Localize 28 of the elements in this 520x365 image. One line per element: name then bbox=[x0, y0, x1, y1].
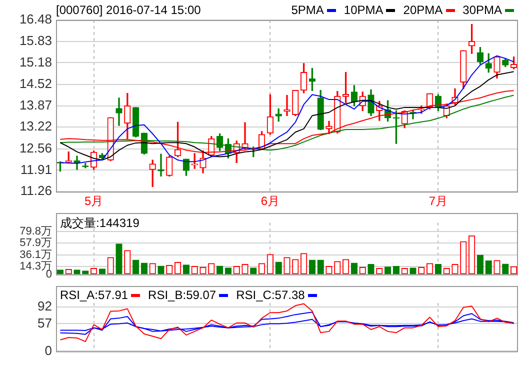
legend-label: 10PMA bbox=[344, 3, 384, 17]
y-tick-label: 11.26 bbox=[20, 183, 52, 198]
y-tick-label: 16.48 bbox=[19, 12, 52, 27]
y-tick-label: 57 bbox=[38, 315, 52, 330]
x-tick-label: 5月 bbox=[84, 194, 104, 208]
legend-label: 20PMA bbox=[403, 3, 443, 17]
y-tick-label: 36.1万 bbox=[20, 248, 52, 261]
y-tick-label: 92 bbox=[38, 298, 52, 314]
y-tick-label: 12.56 bbox=[19, 140, 52, 156]
y-tick-label: 13.87 bbox=[19, 97, 52, 112]
chart-title: 成交量:144319 bbox=[60, 215, 140, 232]
legend-label: 5PMA bbox=[291, 3, 324, 17]
legend-label: RSI_C:57.38 bbox=[236, 288, 305, 302]
legend-label: RSI_B:59.07 bbox=[148, 288, 216, 302]
y-tick-label: 79.8万 bbox=[20, 225, 52, 238]
y-tick-label: 15.18 bbox=[19, 54, 52, 70]
y-tick-label: 15.83 bbox=[19, 32, 52, 48]
y-tick-label: 14.52 bbox=[19, 76, 52, 92]
legend-label: RSI_A:57.91 bbox=[60, 288, 128, 302]
y-tick-label: 0 bbox=[44, 342, 52, 358]
x-tick-label: 7月 bbox=[428, 194, 448, 208]
y-tick-label: 57.9万 bbox=[20, 237, 52, 250]
chart-title: [000760] 2016-07-14 15:00 bbox=[56, 3, 201, 17]
y-tick-label: 13.22 bbox=[19, 118, 52, 134]
legend-label: 30PMA bbox=[462, 3, 502, 17]
x-tick-label: 6月 bbox=[260, 194, 280, 208]
y-tick-label: 11.91 bbox=[20, 162, 52, 177]
y-tick-label: 0 bbox=[46, 268, 52, 280]
